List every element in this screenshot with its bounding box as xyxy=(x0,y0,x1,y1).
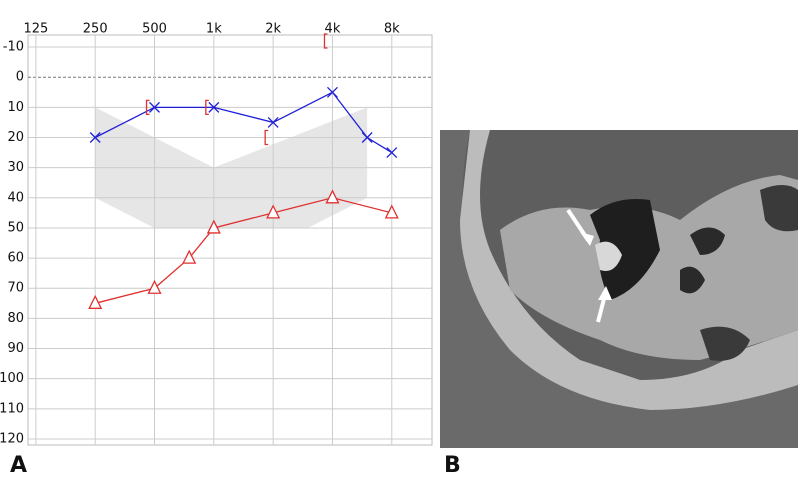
marker xyxy=(149,101,160,113)
y-tick-label: 30 xyxy=(7,160,24,175)
panel-label: A xyxy=(10,453,27,478)
marker xyxy=(327,86,338,98)
marker xyxy=(147,279,162,294)
y-tick-label: 100 xyxy=(0,371,24,386)
y-tick-label: 60 xyxy=(7,251,24,266)
y-tick-label: 80 xyxy=(7,311,24,326)
marker xyxy=(323,33,328,49)
marker xyxy=(384,204,399,219)
plot-area xyxy=(27,34,433,446)
ct-image xyxy=(440,130,798,448)
y-tick-label: 10 xyxy=(7,100,24,115)
marker xyxy=(267,116,279,128)
y-tick-label: 0 xyxy=(16,70,24,85)
y-tick-label: 110 xyxy=(0,401,24,416)
x-tick-label: 1k xyxy=(206,22,222,37)
y-tick-label: 120 xyxy=(0,431,24,446)
x-tick-label: 500 xyxy=(142,22,167,37)
marker xyxy=(88,294,103,309)
marker xyxy=(264,129,269,146)
marker xyxy=(89,132,101,143)
marker xyxy=(206,219,221,234)
y-tick-label: 40 xyxy=(7,190,24,205)
y-tick-label: 70 xyxy=(7,281,24,296)
marker xyxy=(386,147,398,159)
x-tick-label: 125 xyxy=(23,22,48,37)
y-tick-label: 90 xyxy=(7,341,24,356)
marker xyxy=(325,189,340,204)
x-tick-label: 2k xyxy=(265,22,281,37)
marker xyxy=(266,204,281,219)
y-tick-label: 50 xyxy=(7,220,24,235)
y-tick-label: 20 xyxy=(7,130,24,145)
y-tick-label: -10 xyxy=(3,40,24,55)
x-tick-label: 250 xyxy=(83,22,108,37)
marker xyxy=(145,99,150,116)
marker xyxy=(182,249,197,264)
x-tick-label: 4k xyxy=(325,22,341,37)
marker xyxy=(205,99,209,116)
marker xyxy=(361,132,373,143)
marker xyxy=(208,101,220,113)
panel-label: B xyxy=(444,453,461,478)
x-tick-label: 8k xyxy=(384,22,400,37)
